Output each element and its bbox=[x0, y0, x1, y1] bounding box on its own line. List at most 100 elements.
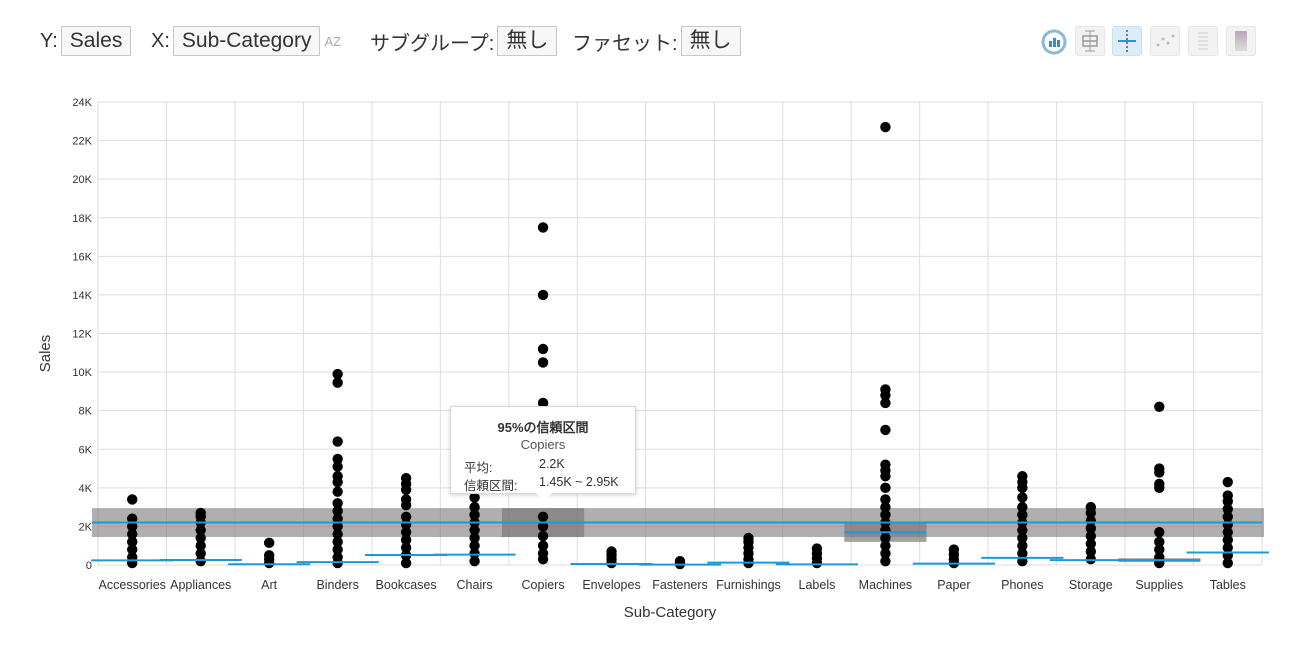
data-point bbox=[1017, 482, 1028, 494]
data-point bbox=[263, 537, 275, 549]
stacked-icon[interactable] bbox=[1188, 26, 1218, 56]
data-point bbox=[880, 482, 891, 494]
data-point bbox=[263, 557, 275, 569]
data-point bbox=[195, 540, 206, 551]
x-axis-select[interactable]: Sub-Category bbox=[172, 26, 321, 56]
data-point bbox=[332, 536, 343, 548]
data-point bbox=[1017, 501, 1028, 513]
axes: 0 2K 4K 6K 8K 10K 12K 14K 16K 18K 20K 22K 24K Accesso… bbox=[37, 97, 1246, 621]
data-point bbox=[880, 471, 891, 482]
x-tick-label: Chairs bbox=[457, 578, 493, 592]
x-tick-label: Labels bbox=[799, 578, 836, 592]
x-axis-label: X: bbox=[151, 29, 170, 52]
data-point bbox=[880, 121, 891, 133]
data-point bbox=[469, 492, 480, 503]
x-tick-label: Copiers bbox=[522, 578, 565, 592]
x-tick-label: Supplies bbox=[1135, 578, 1183, 592]
facet-label: ファセット: bbox=[572, 32, 678, 55]
y-tick-label: 0 bbox=[86, 560, 92, 572]
data-point bbox=[332, 544, 343, 555]
data-point bbox=[880, 555, 891, 567]
data-point bbox=[127, 544, 138, 555]
data-point bbox=[127, 513, 138, 524]
data-point bbox=[332, 498, 343, 509]
data-point bbox=[537, 530, 549, 542]
data-point bbox=[332, 513, 343, 524]
boxplot-icon[interactable] bbox=[1075, 26, 1105, 56]
data-point bbox=[1017, 525, 1028, 536]
mean-ci-icon[interactable] bbox=[1112, 26, 1142, 56]
data-point bbox=[400, 557, 412, 569]
x-tick-label: Fasteners bbox=[652, 578, 708, 592]
data-point bbox=[1154, 401, 1165, 413]
gradient-icon[interactable] bbox=[1226, 26, 1256, 56]
data-point bbox=[469, 525, 480, 536]
chart-toolbar: Y: Sales X: Sub-Category AZ サブグループ: 無し フ… bbox=[0, 0, 1314, 80]
y-tick-label: 10K bbox=[72, 367, 92, 379]
y-tick-label: 18K bbox=[72, 213, 92, 225]
data-point bbox=[127, 528, 138, 540]
data-point bbox=[1222, 542, 1233, 553]
x-tick-label: Phones bbox=[1001, 578, 1043, 592]
x-tick-label: Art bbox=[261, 578, 278, 592]
data-point bbox=[1154, 467, 1165, 478]
x-tick-label: Tables bbox=[1210, 578, 1246, 592]
y-tick-label: 14K bbox=[72, 290, 92, 302]
data-point bbox=[537, 397, 549, 409]
data-point bbox=[1222, 476, 1233, 488]
facet-select[interactable]: 無し bbox=[680, 26, 741, 56]
data-point bbox=[400, 542, 412, 553]
tooltip-mean-label: 平均: bbox=[464, 461, 493, 475]
tooltip-category: Copiers bbox=[520, 437, 566, 452]
data-point bbox=[1017, 509, 1028, 521]
tooltip-mean-row: 平均: 2.2K bbox=[464, 457, 565, 476]
data-point bbox=[811, 557, 823, 569]
data-point bbox=[880, 509, 891, 521]
data-point bbox=[332, 368, 343, 380]
data-point bbox=[880, 501, 891, 513]
data-point bbox=[1154, 482, 1165, 494]
data-point bbox=[469, 501, 480, 513]
data-point bbox=[880, 494, 891, 505]
data-point bbox=[880, 548, 891, 559]
data-point bbox=[127, 536, 138, 548]
x-tick-label: Appliances bbox=[170, 578, 231, 592]
refresh-chart-icon[interactable] bbox=[1038, 26, 1068, 56]
y-tick-label: 4K bbox=[79, 483, 93, 495]
data-point bbox=[1222, 503, 1233, 515]
data-point bbox=[1017, 540, 1028, 551]
data-point bbox=[537, 511, 549, 522]
data-point bbox=[537, 554, 549, 565]
tooltip-arrow bbox=[536, 493, 552, 501]
data-point bbox=[127, 494, 138, 505]
data-point bbox=[332, 476, 343, 488]
grid bbox=[97, 101, 1263, 566]
y-tick-label: 20K bbox=[72, 174, 92, 186]
subgroup-select[interactable]: 無し bbox=[497, 26, 558, 56]
y-tick-label: 2K bbox=[79, 521, 93, 533]
data-point bbox=[332, 436, 343, 447]
data-point bbox=[537, 521, 549, 532]
data-point bbox=[332, 528, 343, 540]
data-point bbox=[1222, 496, 1233, 507]
data-point bbox=[1154, 536, 1165, 548]
x-axis-title: Sub-Category bbox=[624, 604, 717, 621]
data-point bbox=[537, 343, 549, 355]
sort-az-icon[interactable]: AZ bbox=[324, 33, 342, 49]
data-point bbox=[469, 540, 480, 551]
scatter-icon[interactable] bbox=[1150, 26, 1180, 56]
data-point bbox=[537, 540, 549, 551]
data-point bbox=[400, 527, 412, 538]
x-axis-control: X: Sub-Category AZ bbox=[151, 26, 341, 56]
ci-tooltip: 95%の信頼区間 Copiers 平均: 2.2K 信頼区間: 1.45K ~ … bbox=[450, 406, 636, 501]
y-axis-select[interactable]: Sales bbox=[60, 26, 132, 56]
data-point bbox=[400, 534, 412, 546]
data-point bbox=[537, 222, 549, 233]
data-point bbox=[880, 540, 891, 551]
data-point bbox=[1085, 507, 1097, 519]
data-point bbox=[195, 532, 206, 544]
tooltip-ci-label: 信頼区間: bbox=[464, 479, 518, 493]
data-point bbox=[1085, 523, 1097, 534]
data-point bbox=[400, 484, 412, 495]
y-axis-title: Sales bbox=[37, 335, 54, 373]
